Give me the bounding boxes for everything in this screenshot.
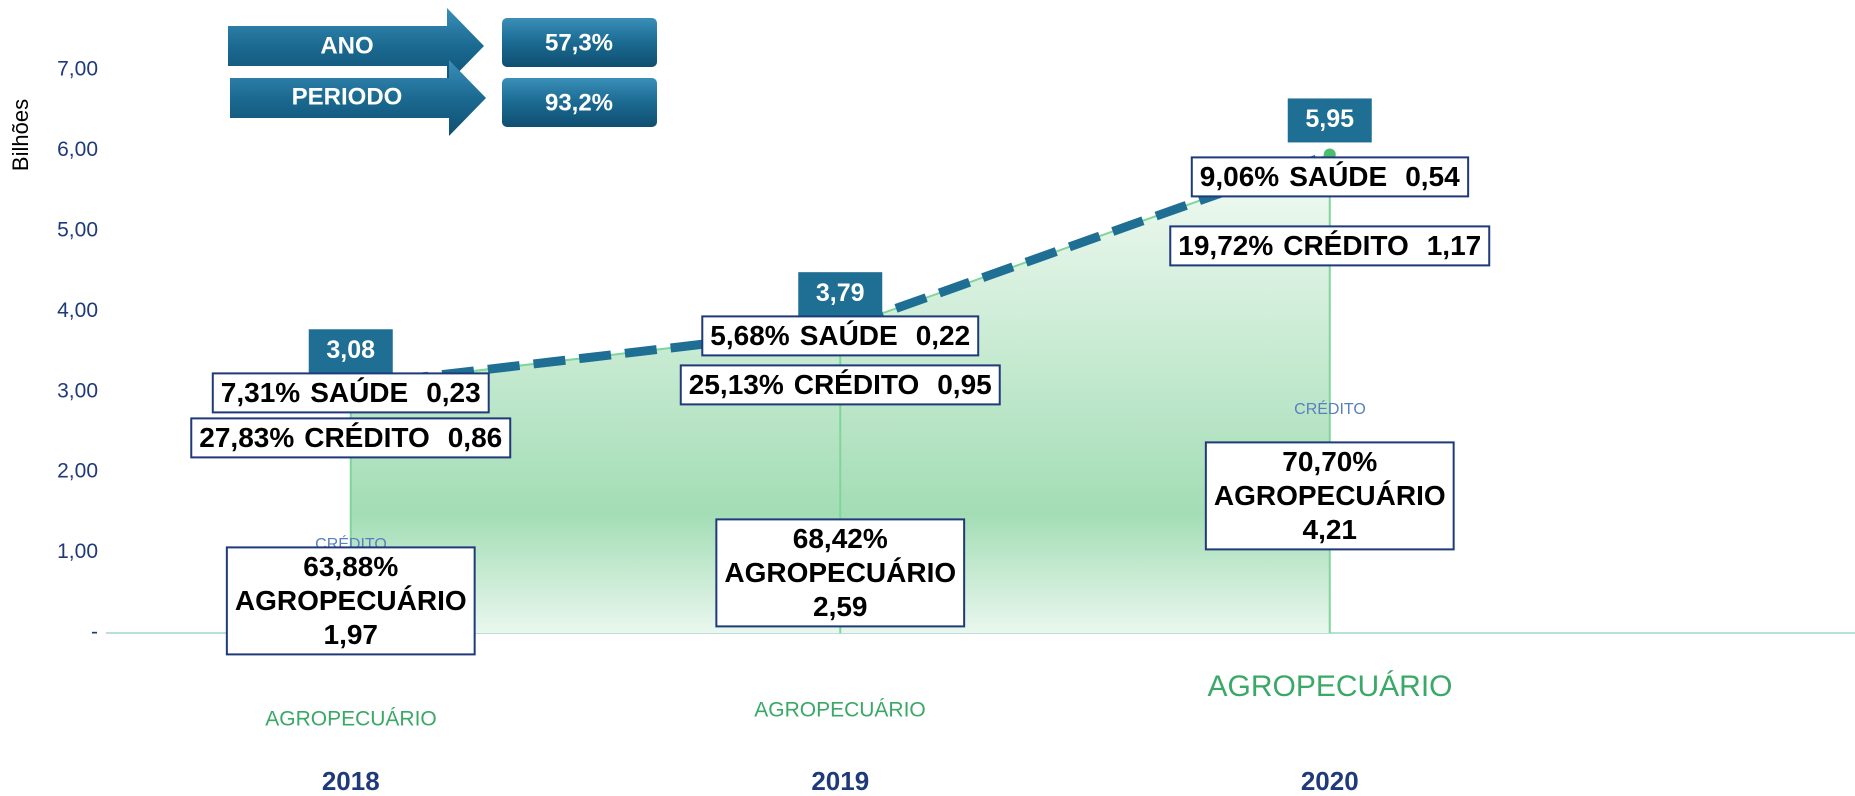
kpi-value: 93,2% — [545, 89, 613, 116]
breakdown-box: 27,83% CRÉDITO 0,86 — [191, 418, 510, 457]
breakdown-share: 19,72% — [1178, 230, 1273, 261]
value-label: 3,79 — [816, 279, 865, 307]
breakdown-label: 5,68% SAÚDE 0,22 — [710, 320, 970, 351]
breakdown-value: 2,59 — [813, 591, 868, 622]
y-tick-label: 6,00 — [57, 138, 98, 161]
breakdown-name: SAÚDE — [800, 320, 898, 351]
x-tick-label: 2020 — [1301, 766, 1359, 796]
y-tick-label: 2,00 — [57, 460, 98, 483]
breakdown-share: 25,13% — [689, 369, 784, 400]
breakdown-value: 4,21 — [1303, 514, 1358, 545]
breakdown-value: 0,22 — [916, 320, 971, 351]
breakdown-name: AGROPECUÁRIO — [724, 557, 956, 588]
y-tick-label: 3,00 — [57, 379, 98, 402]
kpi-value: 57,3% — [545, 29, 613, 56]
breakdown-share: 70,70% — [1282, 446, 1377, 477]
breakdown-name: SAÚDE — [310, 377, 408, 408]
y-tick-label: - — [91, 621, 98, 644]
breakdown-value: 1,97 — [324, 619, 379, 650]
icon-label: CRÉDITO — [1294, 399, 1366, 418]
breakdown-box: 19,72% CRÉDITO 1,17 — [1170, 226, 1489, 265]
breakdown-value: 0,54 — [1405, 161, 1460, 192]
breakdown-share: 5,68% — [710, 320, 789, 351]
breakdown-share: 68,42% — [793, 523, 888, 554]
value-label: 5,95 — [1305, 105, 1354, 133]
breakdown-value: 1,17 — [1427, 230, 1482, 261]
icon-label: AGROPECUÁRIO — [754, 699, 926, 722]
value-label: 3,08 — [326, 336, 375, 364]
breakdown-box: 5,68% SAÚDE 0,22 — [702, 316, 978, 355]
y-tick-label: 1,00 — [57, 540, 98, 563]
breakdown-value: 0,23 — [426, 377, 481, 408]
breakdown-share: 27,83% — [199, 422, 294, 453]
y-tick-label: 5,00 — [57, 218, 98, 241]
kpi-label: PERIODO — [292, 83, 403, 110]
breakdown-label: 7,31% SAÚDE 0,23 — [221, 377, 481, 408]
y-tick-label: 4,00 — [57, 299, 98, 322]
breakdown-label: 9,06% SAÚDE 0,54 — [1200, 161, 1460, 192]
breakdown-name: AGROPECUÁRIO — [1214, 480, 1446, 511]
breakdown-name: CRÉDITO — [1283, 230, 1409, 261]
breakdown-label: 27,83% CRÉDITO 0,86 — [199, 422, 502, 453]
kpi-label: ANO — [320, 32, 373, 59]
breakdown-name: CRÉDITO — [304, 422, 430, 453]
breakdown-share: 63,88% — [303, 551, 398, 582]
breakdown-name: CRÉDITO — [794, 369, 920, 400]
breakdown-label: 19,72% CRÉDITO 1,17 — [1178, 230, 1481, 261]
x-tick-label: 2019 — [811, 766, 869, 796]
chart: Bilhões - 1,00 2,00 3,00 4,00 5,00 6,00 7,00 3,0… — [0, 0, 1855, 796]
page: Bilhões - 1,00 2,00 3,00 4,00 5,00 6,00 7,00 3,0… — [0, 0, 1855, 796]
breakdown-value: 0,95 — [937, 369, 992, 400]
breakdown-share: 9,06% — [1200, 161, 1279, 192]
breakdown-box: 25,13% CRÉDITO 0,95 — [681, 365, 1000, 404]
breakdown-name: SAÚDE — [1289, 161, 1387, 192]
breakdown-name: AGROPECUÁRIO — [235, 585, 467, 616]
y-axis-label: Bilhões — [8, 99, 33, 171]
kpi-panel: ANO PERIODO 57,3% 93,2% — [228, 8, 657, 136]
icon-label: AGROPECUÁRIO — [1207, 670, 1452, 703]
breakdown-value: 0,86 — [448, 422, 503, 453]
x-tick-label: 2018 — [322, 766, 380, 796]
icon-label: AGROPECUÁRIO — [265, 708, 437, 731]
y-tick-label: 7,00 — [57, 58, 98, 81]
breakdown-label: 25,13% CRÉDITO 0,95 — [689, 369, 992, 400]
breakdown-box: 7,31% SAÚDE 0,23 — [213, 373, 489, 412]
breakdown-box: 9,06% SAÚDE 0,54 — [1192, 157, 1468, 196]
breakdown-share: 7,31% — [221, 377, 300, 408]
